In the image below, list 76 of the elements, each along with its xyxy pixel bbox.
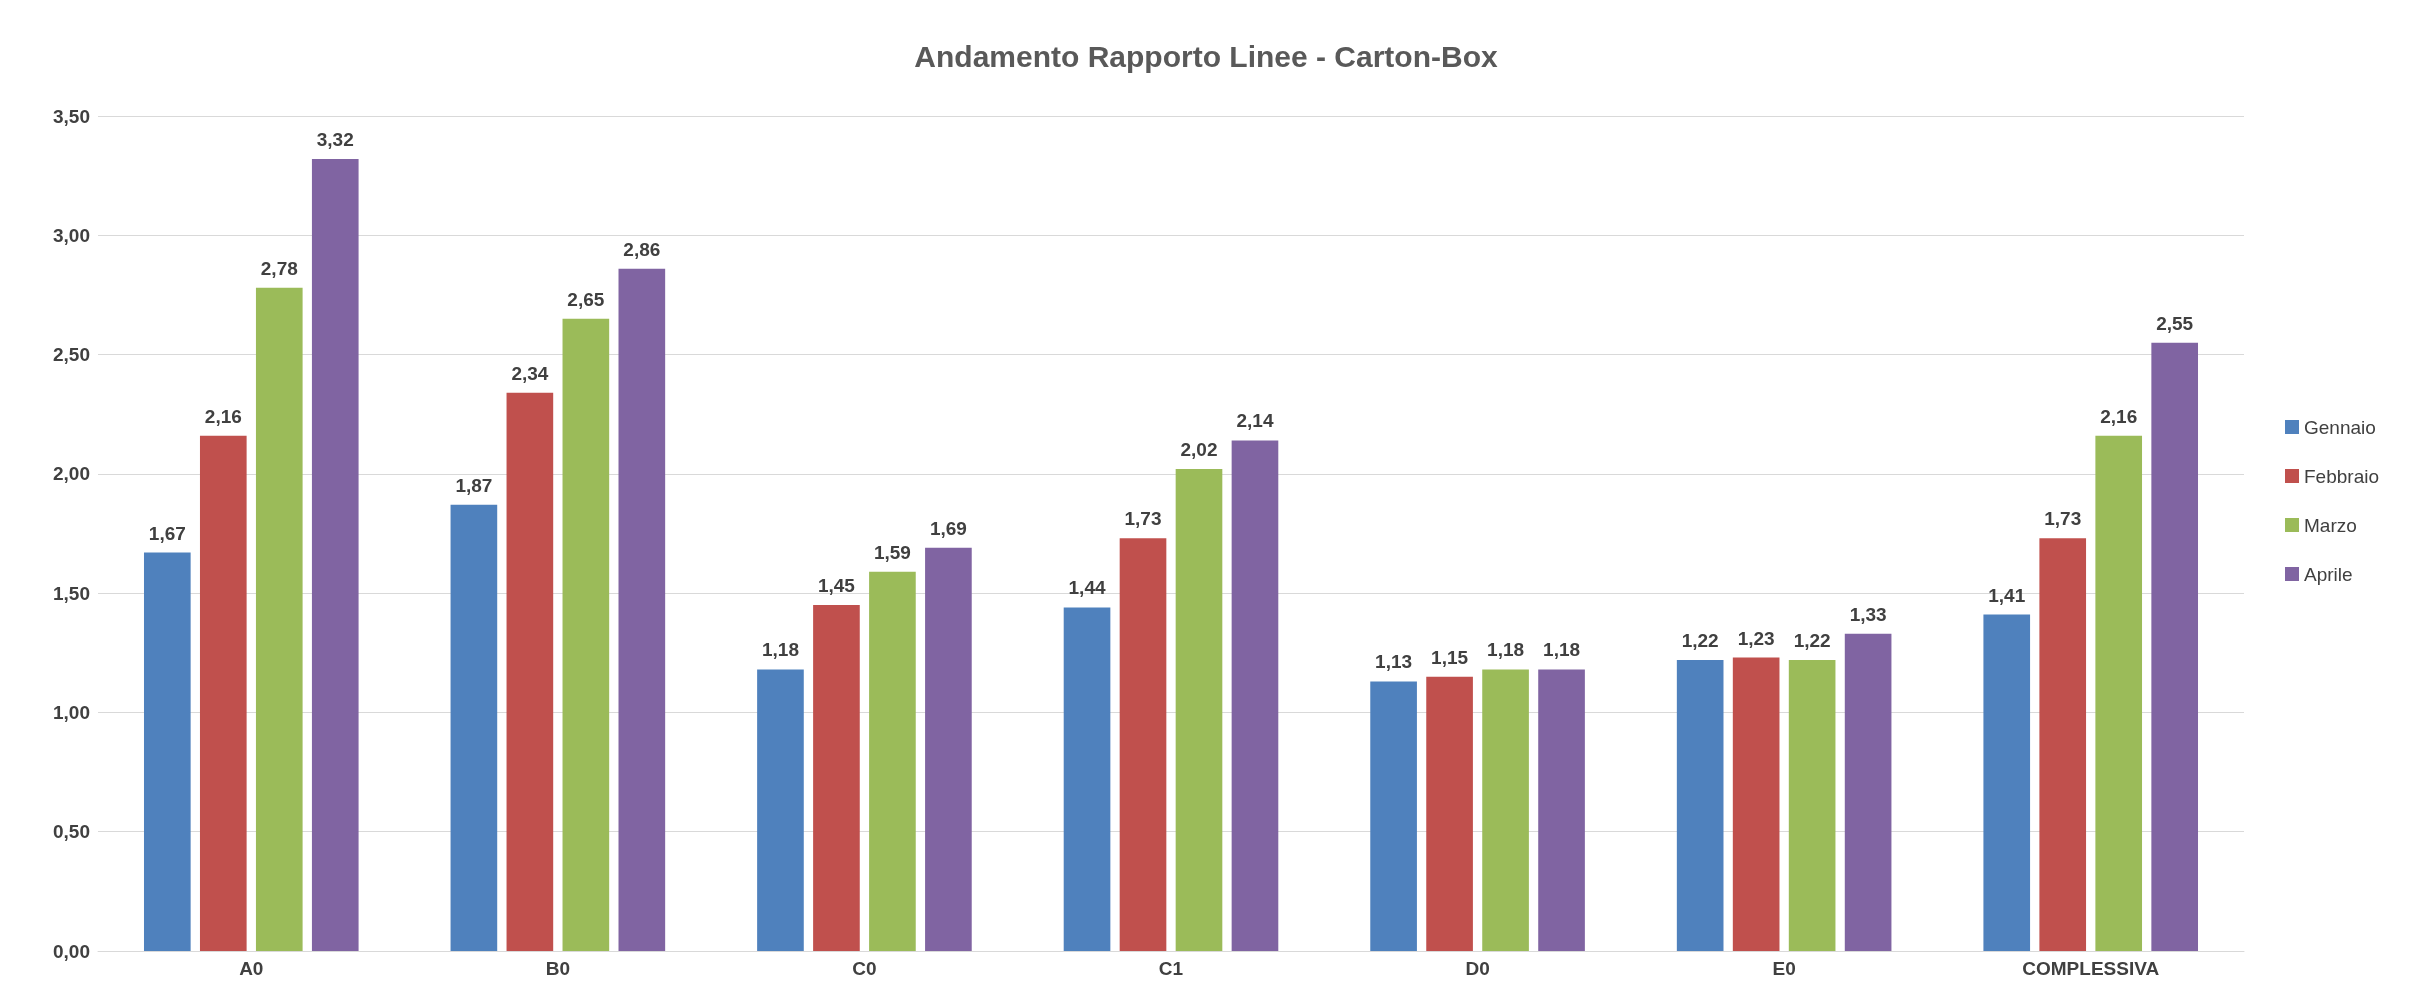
bar [1119,538,1167,951]
legend-label: Febbraio [2304,465,2380,487]
bar [2039,538,2087,951]
bar [2095,435,2143,951]
y-tick-label: 2,00 [53,463,90,485]
bar [1983,614,2031,951]
bar [2151,342,2199,951]
x-tick-label: E0 [1772,958,1796,979]
data-label: 2,86 [623,238,661,260]
bar [1788,659,1836,951]
bar [1063,607,1111,951]
data-label: 1,18 [1487,639,1525,661]
data-label: 1,59 [873,541,911,563]
x-tick-label: C0 [852,958,877,979]
data-label: 1,41 [1988,584,2026,606]
bar [506,392,554,951]
data-label: 1,73 [1124,508,1162,530]
x-tick-label: A0 [239,958,264,979]
y-tick-label: 1,50 [53,582,90,604]
bar [143,552,191,951]
legend-label: Marzo [2304,514,2357,536]
bar [1370,681,1417,951]
bar [1676,659,1724,951]
bar [757,669,804,951]
y-tick-label: 0,00 [53,940,90,962]
data-label: 1,13 [1375,651,1413,673]
y-tick-label: 3,00 [53,224,90,246]
data-label: 2,02 [1180,439,1218,461]
legend-label: Aprile [2304,563,2353,585]
chart-title: Andamento Rapporto Linee - Carton-Box [914,39,1498,73]
data-label: 1,87 [455,474,493,496]
data-label: 2,34 [511,362,549,384]
bar [450,504,498,951]
data-label: 2,16 [204,405,242,427]
data-label: 1,33 [1849,603,1887,625]
data-label: 2,16 [2100,405,2138,427]
bar [1732,657,1780,951]
data-label: 3,32 [316,128,354,150]
data-label: 1,18 [1543,639,1581,661]
y-tick-label: 0,50 [53,821,90,843]
bar [1231,440,1279,951]
data-label: 1,23 [1737,627,1775,649]
x-tick-label: B0 [545,958,571,979]
x-tick-label: COMPLESSIVA [2022,958,2160,979]
bar [1175,469,1223,951]
bar [255,287,303,951]
x-tick-label: D0 [1465,958,1490,979]
bar [869,571,916,951]
data-label: 1,45 [817,575,856,597]
y-tick-label: 2,50 [53,344,90,366]
data-label: 1,44 [1068,577,1106,599]
y-tick-label: 3,50 [53,105,90,127]
data-label: 1,69 [929,517,967,539]
bar [925,547,972,951]
data-label: 1,22 [1681,629,1719,651]
data-label: 1,18 [761,639,799,661]
bar [813,605,860,951]
data-label: 2,65 [567,288,605,310]
bar [1538,669,1585,951]
data-label: 2,55 [2156,312,2194,334]
bar [1426,676,1473,951]
bar [618,268,666,951]
data-label: 1,67 [148,522,186,544]
bar [1482,669,1529,951]
data-label: 1,15 [1431,646,1469,668]
data-label: 2,78 [260,257,298,279]
bar [199,435,247,951]
data-label: 2,14 [1236,410,1274,432]
bar [311,158,359,951]
x-tick-label: C1 [1158,958,1184,979]
bar [562,318,610,951]
data-label: 1,22 [1793,629,1831,651]
bar [1844,633,1892,951]
data-label: 1,73 [2044,508,2082,530]
y-tick-label: 1,00 [53,701,90,723]
legend-label: Gennaio [2304,416,2376,438]
